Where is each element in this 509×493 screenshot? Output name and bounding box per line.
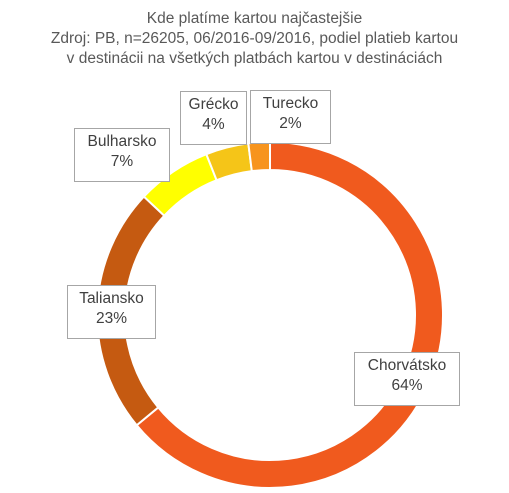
donut-slice-turecko: [247, 140, 271, 173]
data-label-turecko: Turecko 2%: [250, 90, 331, 144]
data-label-value: 64%: [391, 377, 423, 394]
data-label-bulharsko: Bulharsko 7%: [74, 128, 170, 182]
chart-title-block: Kde platíme kartou najčastejšie Zdroj: P…: [0, 9, 509, 69]
data-label-category: Turecko: [262, 95, 319, 112]
data-label-category: Chorvátsko: [367, 357, 447, 374]
data-label-category: Taliansko: [79, 290, 144, 307]
data-label-grecko: Grécko 4%: [180, 91, 247, 145]
data-label-chorvatsko: Chorvátsko 64%: [354, 352, 460, 406]
data-label-value: 23%: [95, 310, 128, 327]
donut-slice-chorvatsko: [135, 140, 444, 489]
data-label-value: 2%: [279, 115, 302, 132]
data-label-value: 7%: [110, 153, 134, 170]
chart-title: Kde platíme kartou najčastejšie: [146, 10, 363, 27]
data-label-value: 4%: [202, 116, 225, 133]
chart-subtitle-line-2: v destinácii na všetkých platbách kartou…: [66, 50, 443, 67]
chart-subtitle-line-1: Zdroj: PB, n=26205, 06/2016-09/2016, pod…: [50, 30, 459, 47]
data-label-category: Grécko: [188, 96, 239, 113]
data-label-taliansko: Taliansko 23%: [67, 285, 156, 339]
data-label-category: Bulharsko: [87, 133, 157, 150]
